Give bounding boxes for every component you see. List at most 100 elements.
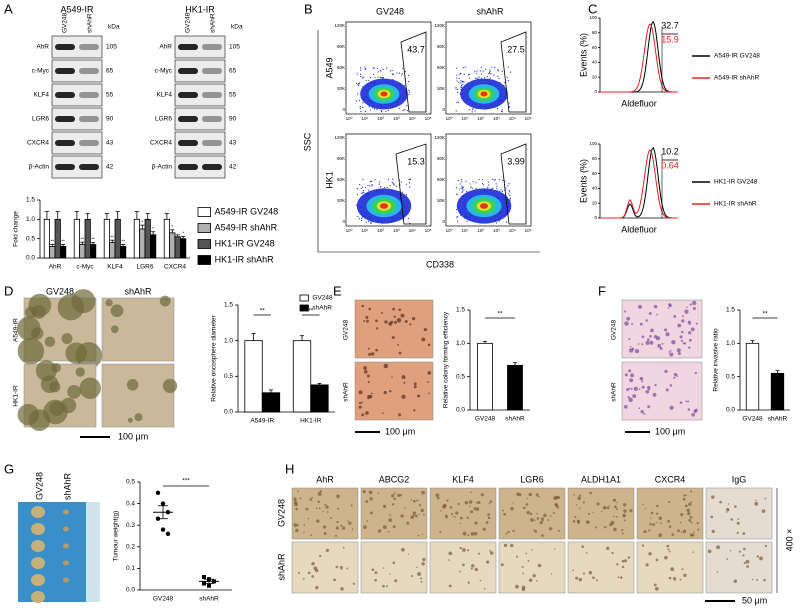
label: CXCR4 — [27, 140, 49, 147]
cell — [688, 331, 692, 335]
cell — [522, 506, 526, 510]
label: 10¹ — [362, 228, 369, 233]
event — [458, 82, 460, 84]
event — [362, 76, 365, 78]
cell — [401, 394, 406, 399]
label: 60K — [437, 177, 445, 182]
gate — [395, 143, 427, 225]
cell — [630, 373, 635, 378]
cell — [416, 566, 418, 569]
density — [380, 203, 388, 209]
event — [370, 109, 372, 111]
band — [178, 44, 198, 50]
tumour — [63, 577, 69, 583]
label: kDa — [231, 24, 243, 31]
cell — [489, 500, 493, 503]
cell — [652, 523, 655, 526]
bar — [49, 245, 56, 259]
event — [470, 186, 472, 188]
cell — [677, 323, 682, 328]
cell — [637, 343, 640, 345]
band — [178, 68, 198, 74]
blot — [174, 35, 226, 59]
cell — [631, 347, 635, 351]
cell — [653, 583, 657, 587]
gate — [500, 31, 527, 113]
event — [481, 178, 484, 181]
bar — [43, 218, 51, 259]
label: 105 — [229, 44, 240, 51]
cell — [646, 338, 650, 342]
cell — [669, 384, 673, 387]
event — [382, 76, 385, 79]
label: 10⁴ — [509, 228, 516, 233]
event — [507, 80, 509, 82]
label: 0.0 — [726, 407, 735, 414]
event — [455, 86, 457, 88]
label: shAhR — [210, 13, 217, 33]
cell — [668, 500, 671, 503]
cell — [467, 534, 470, 536]
event — [478, 76, 480, 78]
cell — [628, 397, 633, 403]
bar — [149, 234, 157, 259]
label: A549-IR shAhR — [714, 75, 759, 82]
event — [479, 70, 481, 72]
event — [363, 191, 365, 193]
cell — [351, 528, 354, 530]
cell — [623, 405, 628, 409]
cell — [756, 555, 759, 558]
cell — [673, 376, 676, 379]
cell — [628, 337, 631, 341]
blot — [174, 83, 226, 107]
label: 10² — [377, 228, 384, 233]
cell — [751, 578, 754, 581]
cell — [553, 496, 558, 501]
cell — [526, 510, 530, 515]
event — [456, 101, 458, 103]
cell — [641, 343, 644, 346]
cell — [406, 521, 410, 525]
label: CXCR4 — [655, 474, 686, 484]
event — [483, 77, 486, 79]
blot — [174, 107, 226, 131]
cell — [375, 348, 379, 352]
cell — [541, 534, 544, 537]
label: A549 — [324, 57, 334, 78]
tumour — [63, 509, 69, 515]
label: * — [152, 226, 154, 231]
blot — [51, 131, 103, 155]
label: 10² — [477, 228, 484, 233]
cell — [417, 394, 421, 398]
cell — [325, 548, 330, 552]
cell — [324, 503, 327, 506]
cell — [302, 577, 305, 580]
cell — [657, 343, 662, 348]
cell — [554, 503, 558, 507]
cell — [655, 512, 659, 515]
event — [382, 68, 384, 70]
event — [360, 187, 362, 190]
cell — [528, 492, 533, 497]
cell — [367, 347, 370, 350]
bar — [73, 218, 80, 259]
event — [508, 191, 511, 193]
label: HK1-IR shAhR — [215, 254, 275, 264]
cell — [43, 399, 68, 425]
cell — [516, 492, 520, 496]
label: H — [285, 461, 294, 476]
event — [368, 79, 370, 81]
label: HK1 — [324, 171, 334, 189]
label: 90 — [229, 116, 237, 123]
cell — [677, 352, 681, 356]
cell — [676, 348, 681, 353]
event — [460, 82, 462, 84]
event — [459, 73, 461, 75]
cell — [487, 516, 491, 520]
cell — [322, 510, 324, 513]
event — [365, 80, 367, 82]
cell — [35, 360, 57, 382]
label: GV248 — [475, 416, 496, 423]
cell — [394, 492, 397, 494]
event — [379, 181, 381, 183]
